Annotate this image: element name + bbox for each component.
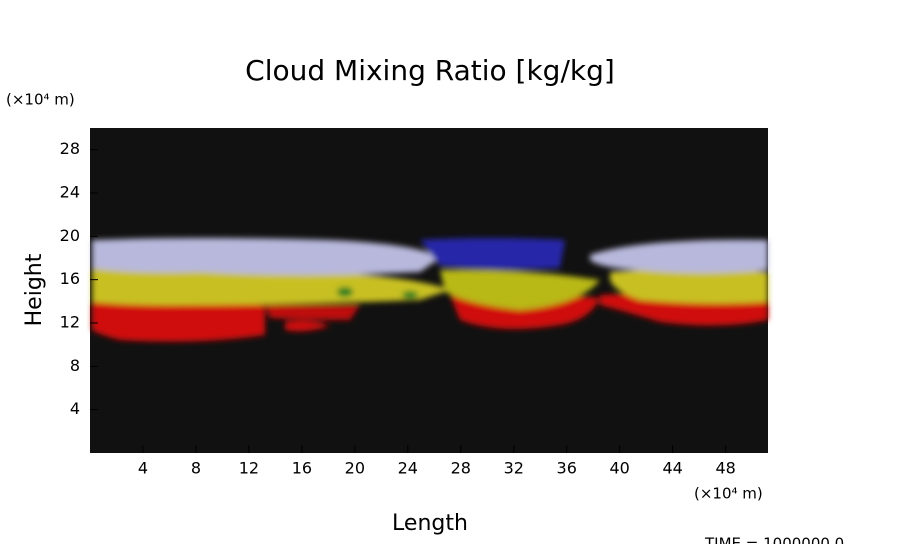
x-unit: (×10⁴ m) — [694, 485, 763, 503]
x-tick-label: 24 — [398, 459, 418, 478]
x-tick-label: 48 — [715, 459, 735, 478]
y-tick-label: 12 — [60, 313, 80, 332]
y-tick-label: 28 — [60, 139, 80, 158]
x-tick-label: 4 — [138, 459, 148, 478]
y-axis-label: Height — [22, 253, 47, 326]
y-tick-label: 4 — [70, 399, 80, 418]
x-tick-label: 8 — [191, 459, 201, 478]
x-tick-label: 28 — [451, 459, 471, 478]
cloud-render — [92, 238, 768, 342]
x-tick-label: 12 — [239, 459, 259, 478]
x-tick-label: 32 — [504, 459, 524, 478]
y-unit: (×10⁴ m) — [6, 91, 75, 109]
chart-title: Cloud Mixing Ratio [kg/kg] — [245, 54, 615, 87]
y-tick-label: 8 — [70, 356, 80, 375]
x-tick-label: 16 — [292, 459, 312, 478]
y-tick-label: 16 — [60, 269, 80, 288]
x-tick-label: 44 — [662, 459, 682, 478]
annotation: TIME = 1000000.0 — [704, 535, 844, 544]
x-axis-label: Length — [392, 511, 468, 536]
y-tick-label: 20 — [60, 226, 80, 245]
x-tick-label: 36 — [557, 459, 577, 478]
x-tick-label: 20 — [345, 459, 365, 478]
x-tick-label: 40 — [610, 459, 630, 478]
y-tick-label: 24 — [60, 183, 80, 202]
